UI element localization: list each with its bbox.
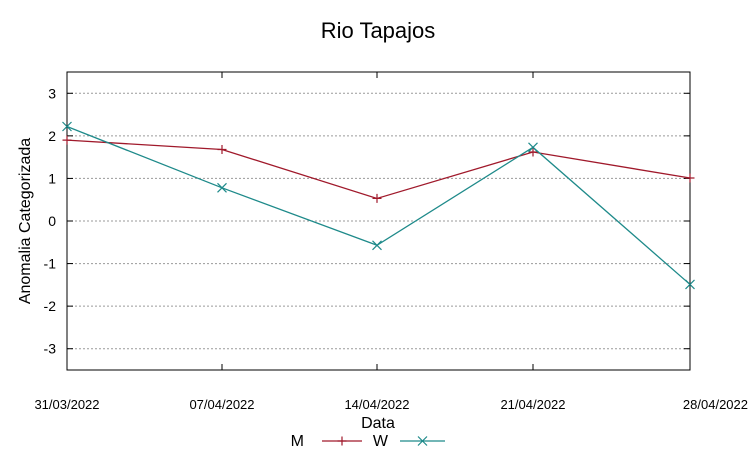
x-tick-label: 28/04/2022 [683,397,748,412]
legend-item-W: W [373,433,445,450]
y-tick-label: 2 [48,128,56,144]
data-point-W [372,240,382,251]
y-tick-label: -2 [44,298,57,314]
data-point-M [62,135,72,145]
x-axis-ticks: 31/03/2022 07/04/2022 14/04/2022 21/04/2022… [34,72,748,412]
x-tick-label: 31/03/2022 [34,397,99,412]
series-line-M [66,139,691,200]
x-tick-label: 21/04/2022 [500,397,565,412]
legend-label: W [373,433,389,450]
y-tick-label: -3 [44,341,57,357]
grid-lines [67,92,690,350]
series-M [62,135,695,203]
data-point-W [217,182,227,193]
x-tick-label: 14/04/2022 [344,397,409,412]
y-tick-label: 1 [48,170,56,186]
y-axis-label: Anomalia Categorizada [17,138,34,304]
y-tick-label: -1 [44,256,57,272]
data-point-W [62,121,72,132]
data-point-W [685,279,695,290]
legend-marker [337,436,347,446]
x-axis-label: Data [361,415,395,432]
legend-marker [417,436,428,446]
legend-item-M: M [291,433,362,450]
y-axis-ticks: 3 2 1 0 -1 -2 -3 [44,85,690,357]
x-tick-label: 07/04/2022 [189,397,254,412]
data-point-M [685,173,695,183]
series-W [62,121,695,290]
data-point-M [372,193,382,203]
y-tick-label: 3 [48,85,56,101]
legend-label: M [291,433,304,450]
data-point-M [528,147,538,157]
y-tick-label: 0 [48,213,56,229]
chart-title: Rio Tapajos [321,18,436,43]
series-line-W [66,125,691,285]
data-point-M [217,144,227,154]
series-layer [62,121,695,290]
data-point-W [528,142,538,153]
